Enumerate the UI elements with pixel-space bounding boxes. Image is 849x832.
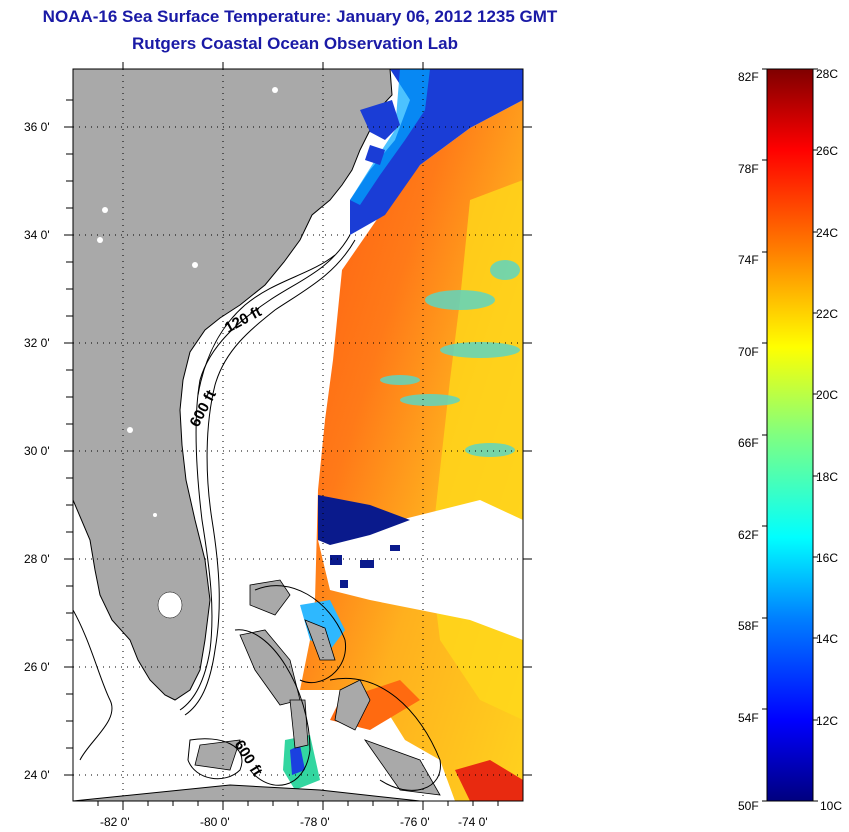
color-scale: 82F 78F 74F 70F 66F 62F 58F 54F 50F 28C … <box>738 67 842 813</box>
sst-cold-north <box>350 69 523 235</box>
grid-lines <box>73 69 523 801</box>
map-title: NOAA-16 Sea Surface Temperature: January… <box>42 7 558 26</box>
scale-label-f: 74F <box>738 253 759 267</box>
scale-label-f: 66F <box>738 436 759 450</box>
lon-label: -78 0' <box>300 815 330 829</box>
lon-label: -76 0' <box>400 815 430 829</box>
frame-ticks <box>64 62 532 810</box>
lat-label: 30 0' <box>24 444 50 458</box>
scale-label-f: 82F <box>738 70 759 84</box>
map-subtitle: Rutgers Coastal Ocean Observation Lab <box>132 34 458 53</box>
bathymetry-contours <box>73 234 441 791</box>
lon-label: -74 0' <box>458 815 488 829</box>
scale-label-c: 28C <box>816 67 838 81</box>
color-scale-bar <box>766 68 814 802</box>
bahamas-islands <box>194 579 441 796</box>
scale-label-f: 70F <box>738 345 759 359</box>
scale-label-f: 58F <box>738 619 759 633</box>
scale-label-f: 62F <box>738 528 759 542</box>
lat-label: 32 0' <box>24 336 50 350</box>
lon-label: -80 0' <box>200 815 230 829</box>
land-mass <box>73 69 393 701</box>
scale-label-c: 14C <box>816 632 838 646</box>
scale-label-c: 18C <box>816 470 838 484</box>
lat-label: 34 0' <box>24 228 50 242</box>
scale-label-c: 16C <box>816 551 838 565</box>
scale-label-c: 26C <box>816 144 838 158</box>
lat-label: 28 0' <box>24 552 50 566</box>
lat-label: 26 0' <box>24 660 50 674</box>
scale-label-c: 10C <box>820 799 842 813</box>
scale-label-c: 12C <box>816 714 838 728</box>
scale-label-f: 54F <box>738 711 759 725</box>
scale-label-c: 22C <box>816 307 838 321</box>
scale-label-c: 24C <box>816 226 838 240</box>
lon-label: -82 0' <box>100 815 130 829</box>
sst-cool-speckles <box>380 260 520 457</box>
lat-label: 24 0' <box>24 768 50 782</box>
scale-label-f: 78F <box>738 162 759 176</box>
scale-label-f: 50F <box>738 799 759 813</box>
scale-label-c: 20C <box>816 388 838 402</box>
lat-label: 36 0' <box>24 120 50 134</box>
